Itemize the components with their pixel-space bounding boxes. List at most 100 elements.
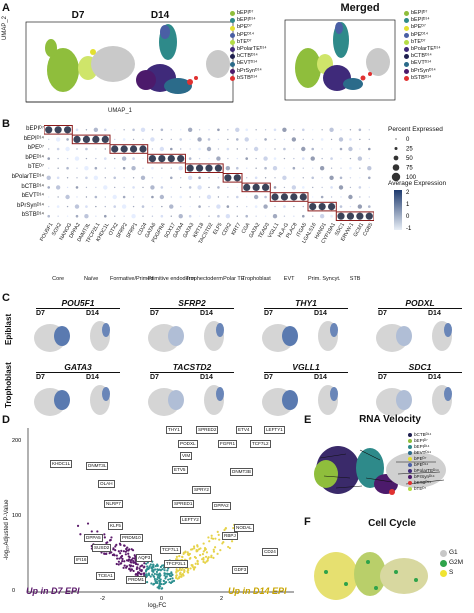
- volcano-point: [159, 578, 162, 581]
- dotplot-dot: [132, 157, 135, 160]
- volcano-point: [159, 582, 162, 586]
- volcano-point: [163, 569, 166, 572]
- dotplot-dot: [293, 177, 295, 179]
- legend-label: bEPIᴰ¹⁴: [411, 17, 430, 24]
- pct-expressed-title: Percent Expressed: [388, 126, 443, 133]
- dotplot-dot: [114, 138, 116, 141]
- dotplot-category-label: Trophoblast: [242, 276, 271, 282]
- legend-swatch: [408, 475, 412, 479]
- volcano-point: [167, 578, 170, 581]
- pct-expressed-legend: 0 25 50 75 100: [391, 137, 417, 182]
- volcano-point: [153, 575, 156, 579]
- pct-legend-dot: [393, 155, 399, 161]
- volcano-point: [178, 568, 181, 572]
- volcano-point: [161, 568, 164, 571]
- panel-e-label: E: [304, 414, 312, 426]
- dotplot-dot: [151, 177, 154, 179]
- legend-item: bPEᴰ¹⁴: [230, 32, 267, 39]
- dotplot-dot: [57, 196, 59, 198]
- avg-colorbar: [394, 190, 402, 230]
- feature-umap: [148, 385, 224, 416]
- volcano-gene-label: DPPA5: [84, 534, 103, 542]
- dotplot-dot: [123, 129, 125, 131]
- dotplot-dot: [312, 215, 314, 217]
- dotplot-dot: [129, 145, 138, 153]
- legend-label: bSTBᴰ¹⁴: [414, 480, 432, 485]
- volcano-gene-label: DNMT3L: [86, 462, 109, 470]
- legend-label: bCTBᴰ¹⁴: [411, 53, 432, 60]
- dotplot-dot: [359, 196, 361, 198]
- volcano-ytick: 0: [12, 588, 15, 594]
- volcano-point: [175, 574, 178, 577]
- dotplot-dot: [47, 214, 51, 218]
- dotplot-dot: [264, 138, 267, 141]
- dotplot-highlight-box: [307, 201, 337, 212]
- volcano-point: [208, 540, 211, 543]
- feature-umap: [34, 321, 110, 352]
- dotplot-dot: [299, 193, 307, 201]
- feature-d7-label: D7: [150, 374, 159, 381]
- dotplot-dot: [198, 129, 201, 131]
- dotplot-dot: [246, 205, 248, 208]
- dotplot-dot: [217, 148, 220, 150]
- dotplot-dot: [180, 205, 182, 208]
- volcano-point: [178, 555, 181, 558]
- avg-expression-title: Average Expression: [388, 180, 447, 187]
- dotplot-row-label: bCTBᴰ¹⁴: [21, 183, 44, 190]
- legend-label: bEPIᴰ⁷: [411, 10, 428, 16]
- volcano-point: [123, 560, 126, 563]
- volcano-point: [164, 582, 167, 585]
- dotplot-dot: [339, 176, 343, 180]
- dotplot-dot: [151, 205, 154, 208]
- dotplot-dot: [244, 137, 249, 142]
- dotplot-dot: [349, 138, 352, 141]
- volcano-point: [120, 549, 123, 552]
- legend-label: G2M: [449, 559, 464, 566]
- volcano-point: [139, 565, 142, 568]
- volcano-point: [169, 577, 172, 581]
- dotplot-dot: [198, 196, 201, 198]
- dotplot-dot: [122, 166, 126, 170]
- dotplot-dot: [236, 215, 238, 217]
- dotplot-dot: [264, 177, 267, 179]
- volcano-point: [90, 530, 93, 533]
- volcano-point: [199, 547, 202, 550]
- legend-label: bEVTᴰ¹⁴: [414, 450, 432, 455]
- dotplot-dot: [301, 186, 305, 189]
- volcano-point: [184, 551, 187, 554]
- dotplot-dot: [189, 205, 191, 208]
- dotplot-dot: [302, 177, 304, 179]
- dotplot-dot: [159, 194, 165, 200]
- volcano-gene-label: CD24: [262, 548, 278, 556]
- volcano-gene-label: PODXL: [178, 440, 198, 448]
- dotplot-highlight-box: [71, 134, 111, 145]
- dotplot-dot: [321, 157, 323, 160]
- dotplot-gene-labels: POU5F1 SOX2 NANOG DPPA2 DNMT3L TFCP2L1 KHDC1L O…: [39, 221, 375, 276]
- dotplot-dot: [160, 128, 164, 132]
- dotplot-dot: [142, 138, 144, 141]
- dotplot-dot: [66, 215, 69, 217]
- volcano-point: [189, 567, 192, 570]
- dotplot-dot: [340, 157, 342, 160]
- dotplot-dot: [312, 167, 314, 169]
- volcano-point: [124, 553, 127, 556]
- dotplot-row-labels: bEPIᴰ⁷ bEPIᴰ¹⁴ bPEᴰ⁷ bPEᴰ¹⁴ bTEᴰ⁷ bPolarTEᴰ¹⁴…: [2, 125, 44, 255]
- dotplot-dot: [150, 137, 155, 142]
- legend-label: bEVTᴰ¹⁴: [237, 60, 258, 67]
- dotplot-dot: [84, 214, 89, 219]
- volcano-gene-label: TCEA1: [96, 572, 115, 580]
- dotplot-dot: [348, 146, 353, 152]
- volcano-point: [194, 566, 197, 569]
- dotplot-dot: [113, 205, 117, 208]
- dotplot-dot: [95, 157, 97, 160]
- dotplot-dot: [170, 129, 172, 131]
- dotplot-dot: [330, 148, 333, 150]
- dotplot-dot: [235, 138, 239, 141]
- dotplot-dot: [65, 194, 70, 200]
- dotplot-dot: [103, 214, 107, 218]
- volcano-point: [171, 577, 174, 580]
- dotplot-dot: [170, 138, 172, 141]
- legend-item: bTEᴰ⁷: [230, 39, 267, 46]
- dotplot-dot: [264, 166, 267, 170]
- dotplot-dot: [198, 157, 201, 160]
